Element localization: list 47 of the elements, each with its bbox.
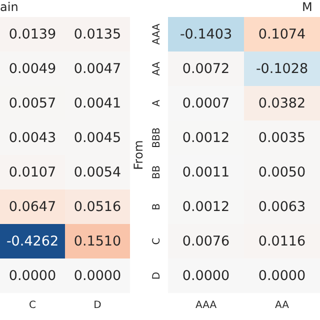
x-tick-label: C [29,300,36,312]
data-label: -0.1403 [180,26,232,42]
data-label: 0.1510 [74,233,122,250]
data-label: 0.0049 [8,60,56,77]
data-label: 0.0000 [258,268,306,284]
y-tick-label: BBB [152,127,163,148]
x-tick-label: AAA [195,300,217,312]
data-label: 0.0072 [182,60,230,77]
data-label: 0.0007 [182,95,230,112]
data-label: 0.1074 [258,26,306,42]
data-label: -0.4262 [6,233,59,250]
data-label: 0.0116 [258,233,306,250]
data-label: 0.0054 [74,164,122,180]
y-tick-label: AAA [152,24,163,45]
data-label: 0.0516 [74,198,122,215]
y-tick-label: C [152,238,163,245]
data-label: 0.0382 [258,95,306,112]
data-label: 0.0647 [8,198,56,215]
data-label: 0.0012 [182,198,230,215]
y-axis-title: From [131,140,146,170]
data-label: 0.0000 [8,268,56,284]
data-label: 0.0139 [8,26,56,42]
y-tick-label: B [152,203,163,210]
data-label: 0.0000 [74,268,122,284]
data-label: 0.0035 [258,130,306,146]
data-label: 0.0047 [74,60,122,77]
data-label: 0.0045 [74,130,122,146]
data-label: 0.0107 [8,164,56,180]
data-label: -0.1028 [256,60,308,77]
data-label: 0.0043 [8,130,56,146]
data-label: 0.0041 [74,95,122,112]
data-label: 0.0076 [182,233,230,250]
y-tick-label: A [152,100,163,107]
data-label: 0.0000 [182,268,230,284]
chart-title: ain [0,0,18,14]
data-label: 0.0012 [182,130,230,146]
y-tick-label: BB [152,165,163,180]
data-label: 0.0011 [182,164,230,180]
data-label: 0.0063 [258,198,306,215]
y-tick-label: AA [152,62,163,76]
data-label: 0.0135 [74,26,122,42]
x-tick-label: D [94,300,102,312]
y-tick-label: D [152,272,163,280]
chart-title: M [302,0,312,14]
x-tick-label: AA [275,300,290,312]
data-label: 0.0050 [258,164,306,180]
data-label: 0.0057 [8,95,56,112]
